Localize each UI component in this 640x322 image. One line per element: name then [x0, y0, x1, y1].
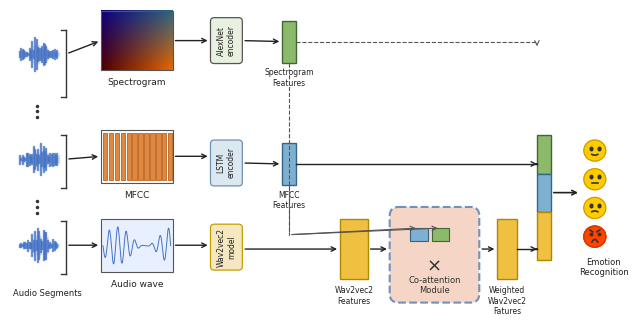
Text: MFCC: MFCC — [124, 191, 150, 200]
Text: ×: × — [427, 257, 442, 275]
Circle shape — [584, 226, 605, 247]
FancyBboxPatch shape — [282, 143, 296, 185]
FancyBboxPatch shape — [145, 133, 148, 180]
FancyBboxPatch shape — [537, 212, 551, 260]
Text: Spectrogram
Features: Spectrogram Features — [264, 68, 314, 88]
FancyBboxPatch shape — [120, 133, 125, 180]
FancyBboxPatch shape — [431, 228, 449, 242]
FancyBboxPatch shape — [211, 18, 243, 63]
Circle shape — [584, 169, 605, 190]
FancyBboxPatch shape — [340, 219, 368, 279]
FancyBboxPatch shape — [109, 133, 113, 180]
FancyBboxPatch shape — [211, 224, 243, 270]
FancyBboxPatch shape — [537, 135, 551, 174]
FancyBboxPatch shape — [138, 133, 143, 180]
Text: Spectrogram: Spectrogram — [108, 78, 166, 87]
FancyBboxPatch shape — [132, 133, 136, 180]
Circle shape — [584, 197, 605, 218]
FancyBboxPatch shape — [156, 133, 161, 180]
Text: Audio wave: Audio wave — [111, 279, 163, 289]
FancyBboxPatch shape — [127, 133, 131, 180]
FancyBboxPatch shape — [282, 21, 296, 62]
FancyBboxPatch shape — [211, 140, 243, 186]
FancyBboxPatch shape — [115, 133, 118, 180]
FancyBboxPatch shape — [168, 133, 172, 180]
FancyBboxPatch shape — [537, 174, 551, 212]
FancyBboxPatch shape — [390, 207, 479, 303]
FancyBboxPatch shape — [497, 219, 517, 279]
Text: LSTM
encoder: LSTM encoder — [217, 147, 236, 178]
Text: Wav2vec2
model: Wav2vec2 model — [217, 228, 236, 267]
Circle shape — [584, 140, 605, 161]
Text: AlexNet
encoder: AlexNet encoder — [217, 25, 236, 56]
Text: Co-attention
Module: Co-attention Module — [408, 276, 461, 295]
Text: Emotion
Recognition: Emotion Recognition — [579, 258, 628, 277]
Circle shape — [584, 226, 605, 247]
Text: Wav2vec2
Features: Wav2vec2 Features — [334, 286, 373, 306]
Text: MFCC
Features: MFCC Features — [273, 191, 306, 210]
FancyBboxPatch shape — [410, 228, 428, 242]
FancyBboxPatch shape — [101, 219, 173, 272]
Text: Weighted
Wav2vec2
Fatures: Weighted Wav2vec2 Fatures — [488, 286, 527, 316]
FancyBboxPatch shape — [150, 133, 154, 180]
Text: Audio Segments: Audio Segments — [13, 289, 82, 298]
FancyBboxPatch shape — [163, 133, 166, 180]
FancyBboxPatch shape — [102, 133, 107, 180]
